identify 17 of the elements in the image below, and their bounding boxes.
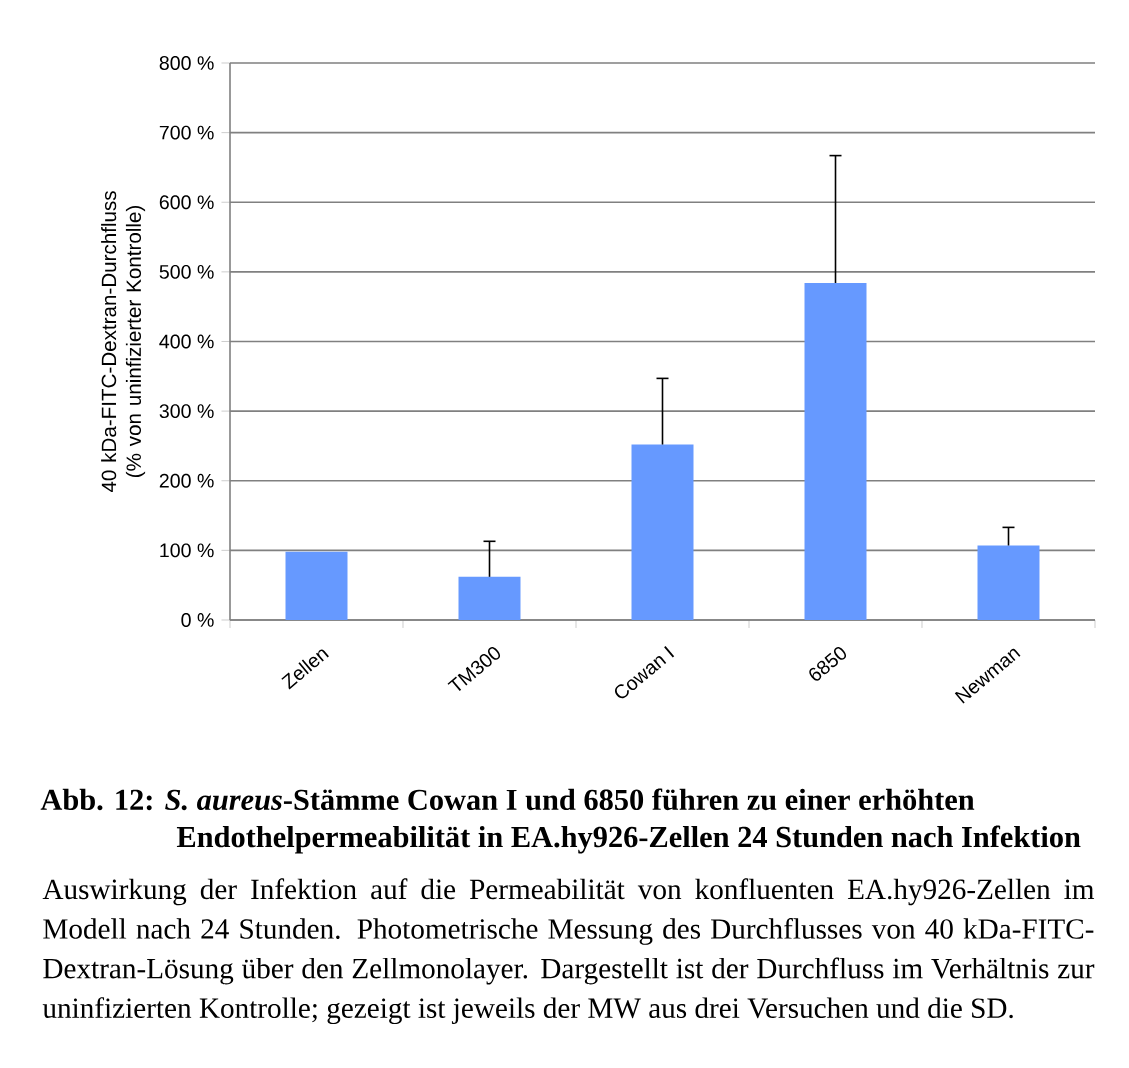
y-tick-label: 500 % — [159, 264, 214, 279]
bar — [977, 545, 1040, 620]
y-tick-label: 0 % — [181, 613, 214, 627]
y-tick-label: 600 % — [159, 195, 214, 210]
y-tick-label: 300 % — [159, 404, 214, 419]
bar — [804, 283, 867, 620]
y-axis-title: 40 kDa-FITC-Dextran-Durchfluss (% von uninfizierter Kontrolle) — [101, 191, 146, 493]
y-tick-label: 100 % — [160, 543, 214, 558]
y-tick-label: 400 % — [159, 334, 214, 349]
bar — [458, 576, 521, 620]
bar — [631, 444, 694, 620]
bar — [285, 551, 348, 620]
text: Auswirkung der Infektion auf die Permeabilität von konfluenten EA.hy926-Zellen im Modell nach 24 Stunden. Photometrische Messung des Durchflusses von 40 kDa-FITC-Dextran-Lösung über den Zellmonolayer. Dargestellt ist der Durchfluss im Verhältnis zur uninfizierten Kontrolle; gezeigt ist jeweils der MW aus drei Versuchen und die SD. — [42, 878, 1095, 1025]
y-tick-label: 700 % — [159, 125, 214, 140]
y-tick-label: 200 % — [159, 473, 214, 488]
y-tick-label: 800 % — [159, 56, 214, 70]
text: Abb. 12: S. aureus-Stämme Cowan I und 6850 führen zu einer erhöhten Endothelpermeabilität in EA.hy926-Zellen 24 Stunden nach Infektion — [40, 788, 1081, 854]
